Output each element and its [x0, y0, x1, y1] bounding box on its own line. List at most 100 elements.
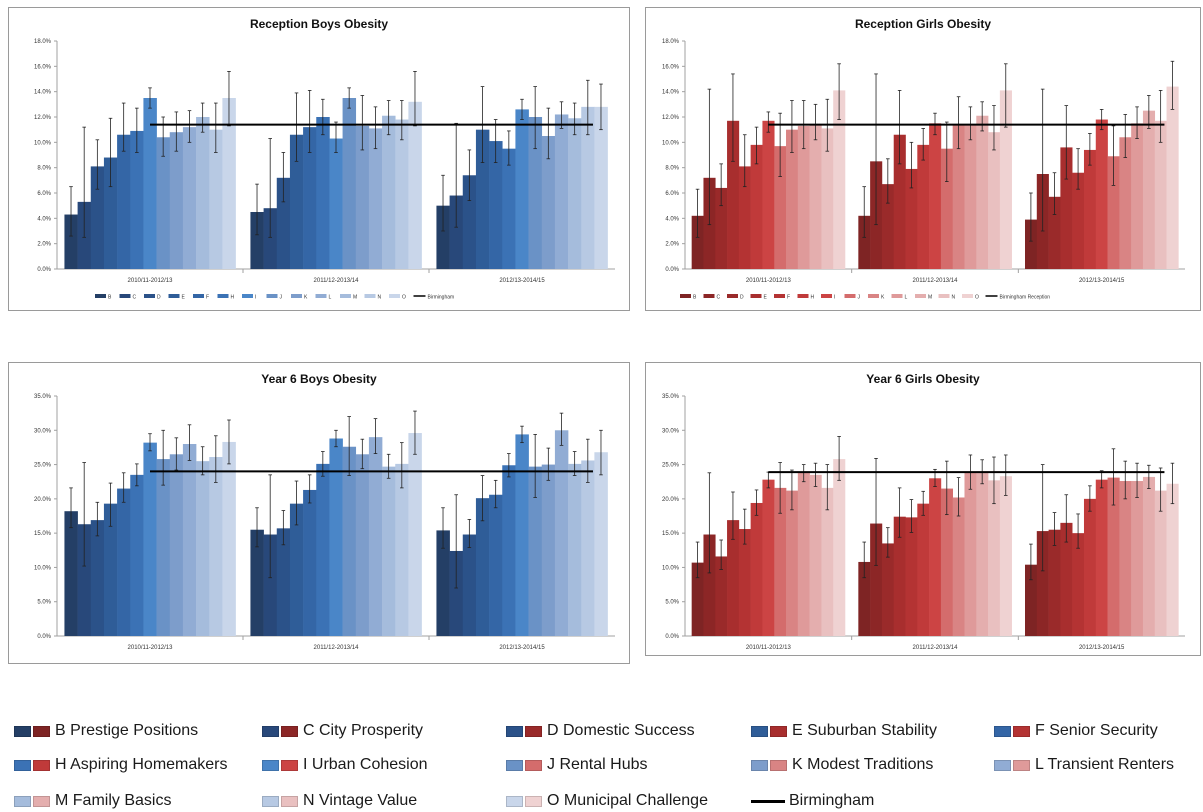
- bar: [382, 466, 396, 636]
- bar: [1048, 529, 1061, 636]
- chart-year6-girls: Year 6 Girls Obesity 0.0% 5.0% 10.0% 15.0% 20…: [662, 372, 1185, 651]
- y-tick-label: 30.0%: [662, 428, 680, 434]
- bar: [940, 488, 953, 636]
- x-tick-label: 2011/12-2013/14: [314, 278, 360, 284]
- legend-swatch-blue: [14, 759, 31, 771]
- bar: [727, 520, 740, 636]
- legend-item: L Transient Renters: [994, 754, 1174, 776]
- legend-label: J: [280, 295, 283, 301]
- legend-label: M: [928, 295, 932, 301]
- bar: [436, 530, 450, 636]
- bar: [881, 184, 895, 269]
- bar: [130, 474, 144, 636]
- bar: [988, 132, 1001, 269]
- bar: [303, 489, 317, 636]
- bar: [762, 479, 775, 636]
- bar: [408, 101, 422, 269]
- bar: [1060, 522, 1073, 636]
- y-tick-label: 0.0%: [37, 634, 51, 640]
- bar: [1095, 119, 1108, 270]
- bar: [715, 187, 728, 269]
- legend-swatch-red: [33, 795, 50, 807]
- legend-swatch: [797, 294, 809, 298]
- chart-panel-year6-boys: Year 6 Boys Obesity 0.0% 5.0% 10.0% 15.0% 20.…: [8, 362, 630, 664]
- legend-swatch: [868, 294, 879, 298]
- bar: [222, 98, 236, 269]
- bar: [821, 487, 834, 636]
- y-tick-label: 35.0%: [662, 394, 680, 400]
- bar: [502, 465, 516, 636]
- bar: [1083, 498, 1097, 636]
- bar: [703, 534, 716, 636]
- bar: [870, 523, 883, 636]
- legend-label: K: [304, 295, 308, 301]
- legend-swatch: [389, 294, 400, 298]
- legend-label: I Urban Cohesion: [303, 756, 428, 773]
- bar: [250, 529, 264, 636]
- legend-label: N Vintage Value: [303, 792, 418, 809]
- legend-swatch-blue: [751, 759, 768, 771]
- legend-swatch: [938, 294, 950, 298]
- legend-swatch-blue: [751, 725, 768, 737]
- bar: [303, 127, 317, 269]
- bar: [1154, 490, 1167, 636]
- legend-swatch-blue: [14, 795, 31, 807]
- legend-swatch-red: [770, 759, 787, 771]
- bar: [143, 98, 157, 269]
- legend-label: I: [834, 295, 835, 301]
- bar: [786, 490, 799, 636]
- bar: [893, 134, 906, 269]
- legend-label: O Municipal Challenge: [547, 792, 708, 809]
- legend-swatch-red: [1013, 759, 1030, 771]
- bar: [475, 129, 490, 269]
- legend-swatch: [144, 294, 155, 298]
- chart-title: Reception Boys Obesity: [250, 17, 388, 31]
- chart-title: Year 6 Boys Obesity: [261, 372, 377, 386]
- bar: [881, 543, 895, 636]
- bar: [1095, 479, 1108, 636]
- bar: [263, 534, 278, 636]
- x-tick-label: 2012/13-2014/15: [499, 278, 545, 284]
- bar: [449, 550, 464, 636]
- legend-label: K Modest Traditions: [792, 756, 934, 773]
- bar: [169, 454, 184, 636]
- bar: [541, 464, 556, 636]
- legend-swatch: [217, 294, 229, 298]
- bar: [1154, 120, 1167, 269]
- legend-swatch: [844, 294, 856, 298]
- legend-item: O Municipal Challenge: [506, 790, 708, 812]
- legend-swatch: [727, 294, 738, 298]
- bar: [342, 446, 357, 636]
- bar: [489, 141, 503, 269]
- bar: [1131, 481, 1144, 636]
- bar: [1131, 123, 1144, 269]
- legend-label: H: [231, 295, 235, 301]
- bar: [809, 124, 822, 269]
- bar: [774, 146, 787, 269]
- legend-label: M: [353, 295, 357, 301]
- segment-legend: B Prestige Positions C City Prosperity D D…: [14, 716, 1199, 811]
- legend-label: Birmingham: [789, 792, 875, 809]
- x-tick-label: 2011/12-2013/14: [913, 645, 959, 651]
- bar: [182, 444, 197, 636]
- legend-swatch: [119, 294, 131, 298]
- bar: [774, 487, 787, 636]
- bar: [117, 134, 131, 269]
- bar: [1142, 110, 1156, 270]
- legend-label: Birmingham Reception: [1000, 295, 1051, 301]
- bar: [738, 166, 751, 269]
- legend-label: Birmingham: [428, 295, 455, 301]
- bar: [1119, 481, 1132, 636]
- bar: [750, 144, 763, 269]
- legend-swatch-red: [525, 725, 542, 737]
- y-tick-label: 2.0%: [37, 242, 51, 248]
- bar: [276, 528, 291, 636]
- legend-swatch: [680, 294, 691, 298]
- bar: [90, 520, 105, 636]
- legend-label: H: [811, 295, 815, 301]
- bar: [568, 118, 582, 270]
- legend-swatch: [193, 294, 204, 298]
- bar: [762, 120, 775, 269]
- bar: [1072, 172, 1085, 269]
- y-tick-label: 30.0%: [34, 428, 52, 434]
